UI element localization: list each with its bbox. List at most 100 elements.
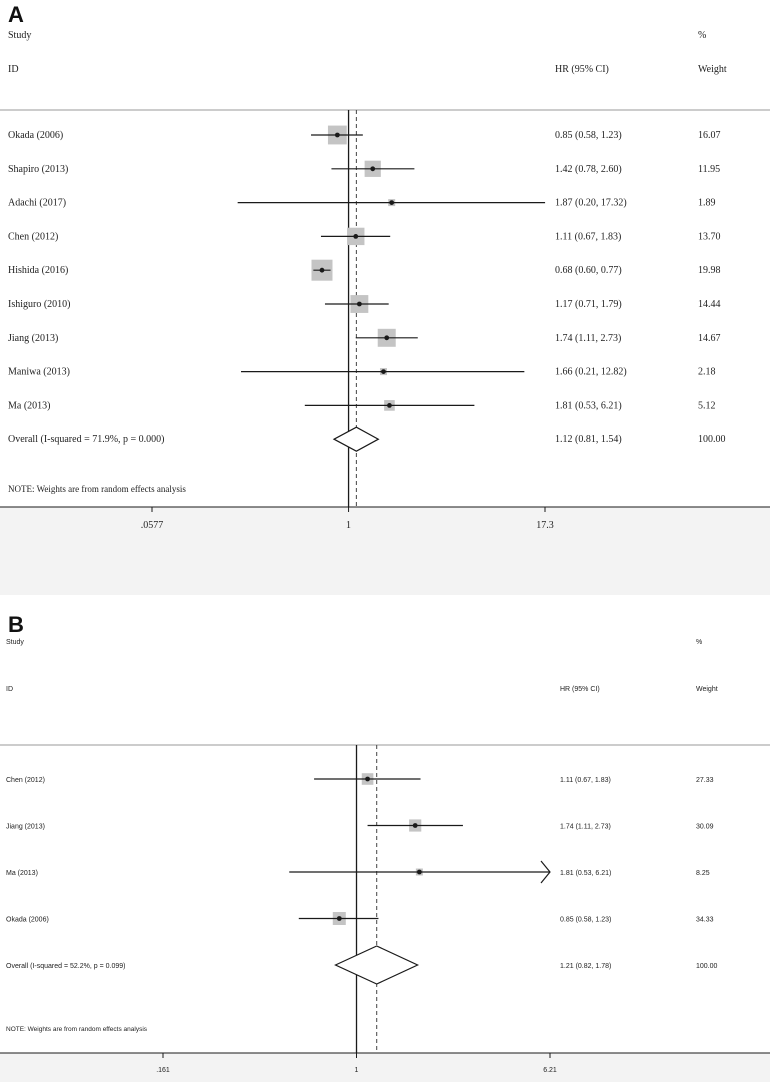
study-weight: 5.12 — [698, 400, 716, 411]
study-hr-ci: 0.68 (0.60, 0.77) — [555, 265, 622, 276]
study-hr-ci: 1.42 (0.78, 2.60) — [555, 164, 622, 175]
forest-panel-b: B Study ID HR (95% CI)% Weight .161 1 6.21 Chen … — [0, 612, 770, 1082]
study-hr-ci: 1.81 (0.53, 6.21) — [560, 870, 611, 877]
study-weight: 16.07 — [698, 130, 721, 141]
study-row: Ishiguro (2010) 1.17 (0.71, 1.79) 14.44 — [8, 295, 721, 313]
point-estimate — [416, 869, 422, 875]
header-study: Study — [8, 30, 31, 41]
study-weight: 30.09 — [696, 824, 714, 831]
study-hr-ci: 1.66 (0.21, 12.82) — [555, 367, 627, 378]
axis-band — [0, 507, 770, 595]
study-weight: 14.67 — [698, 333, 721, 344]
point-estimate — [353, 234, 359, 239]
study-hr-ci: 1.74 (1.11, 2.73) — [560, 824, 611, 831]
study-weight: 13.70 — [698, 231, 721, 242]
study-row: Shapiro (2013) 1.42 (0.78, 2.60) 11.95 — [8, 160, 720, 177]
overall-diamond — [334, 945, 420, 985]
point-estimate — [381, 369, 386, 374]
study-weight: 19.98 — [698, 265, 721, 276]
study-label: Shapiro (2013) — [8, 164, 68, 175]
study-hr-ci: 1.11 (0.67, 1.83) — [555, 231, 621, 242]
header-hr-ci: HR (95% CI) — [555, 64, 609, 75]
study-hr-ci: 1.17 (0.71, 1.79) — [555, 299, 622, 310]
point-estimate — [389, 200, 395, 206]
study-row: Okada (2006) 0.85 (0.58, 1.23) 34.33 — [6, 912, 714, 925]
study-hr-ci: 1.87 (0.20, 17.32) — [555, 198, 627, 209]
point-estimate — [356, 301, 362, 307]
study-label: Chen (2012) — [8, 231, 58, 242]
axis-tick-label: .161 — [156, 1067, 170, 1074]
study-label: Maniwa (2013) — [8, 367, 70, 378]
study-weight: 14.44 — [698, 299, 721, 310]
study-hr-ci: 1.74 (1.11, 2.73) — [555, 333, 621, 344]
header-percent: % — [696, 639, 702, 646]
header-id: ID — [6, 686, 13, 693]
overall-weight: 100.00 — [696, 963, 718, 970]
study-row: Jiang (2013) 1.74 (1.11, 2.73) 14.67 — [8, 328, 721, 347]
study-label: Ma (2013) — [8, 400, 51, 411]
point-estimate — [334, 132, 340, 138]
overall-row: Overall (I-squared = 71.9%, p = 0.000) 1.… — [8, 426, 726, 452]
point-estimate — [319, 267, 325, 273]
study-label: Adachi (2017) — [8, 198, 66, 209]
study-hr-ci: 0.85 (0.58, 1.23) — [560, 917, 611, 924]
axis-band — [0, 1053, 770, 1082]
study-hr-ci: 1.11 (0.67, 1.83) — [560, 777, 611, 784]
weights-note: NOTE: Weights are from random effects an… — [6, 1026, 148, 1033]
point-estimate — [370, 166, 376, 172]
study-weight: 1.89 — [698, 198, 716, 209]
study-label: Chen (2012) — [6, 777, 45, 784]
overall-hr-ci: 1.21 (0.82, 1.78) — [560, 963, 611, 970]
study-label: Ishiguro (2010) — [8, 299, 71, 310]
study-label: Okada (2006) — [8, 130, 63, 141]
axis-tick-label: 1 — [346, 520, 351, 531]
point-estimate — [336, 916, 342, 921]
forest-panel-a: A Study ID HR (95% CI)% Weight .0577 1 17.3 Okad… — [0, 2, 770, 595]
overall-row: Overall (I-squared = 52.2%, p = 0.099) 1.… — [6, 945, 718, 985]
axis-tick-label: 17.3 — [536, 520, 554, 531]
study-row: Jiang (2013) 1.74 (1.11, 2.73) 30.09 — [6, 819, 714, 832]
study-row: Okada (2006) 0.85 (0.58, 1.23) 16.07 — [8, 125, 721, 145]
study-weight: 27.33 — [696, 777, 714, 784]
study-row: Chen (2012) 1.11 (0.67, 1.83) 27.33 — [6, 773, 714, 785]
ci-arrow — [540, 860, 551, 884]
study-hr-ci: 0.85 (0.58, 1.23) — [555, 130, 622, 141]
overall-label: Overall (I-squared = 71.9%, p = 0.000) — [8, 434, 165, 445]
point-estimate — [365, 776, 370, 782]
study-row: Maniwa (2013) 1.66 (0.21, 12.82) 2.18 — [8, 367, 716, 378]
study-hr-ci: 1.81 (0.53, 6.21) — [555, 400, 622, 411]
overall-label: Overall (I-squared = 52.2%, p = 0.099) — [6, 963, 125, 970]
study-row: Adachi (2017) 1.87 (0.20, 17.32) 1.89 — [8, 198, 716, 209]
study-row: Ma (2013) 1.81 (0.53, 6.21) 8.25 — [6, 860, 710, 884]
study-row: Ma (2013) 1.81 (0.53, 6.21) 5.12 — [8, 400, 716, 411]
header-weight: Weight — [696, 686, 718, 693]
panel-label: A — [8, 2, 24, 27]
overall-hr-ci: 1.12 (0.81, 1.54) — [555, 434, 622, 445]
axis-tick-label: .0577 — [141, 520, 164, 531]
study-row: Chen (2012) 1.11 (0.67, 1.83) 13.70 — [8, 227, 721, 246]
study-label: Okada (2006) — [6, 917, 49, 924]
header-hr-ci: HR (95% CI) — [560, 686, 600, 693]
point-estimate — [412, 823, 418, 828]
axis-tick-label: 6.21 — [543, 1067, 557, 1074]
overall-diamond — [332, 426, 380, 452]
header-id: ID — [8, 64, 19, 75]
axis-tick-label: 1 — [355, 1067, 359, 1074]
weights-note: NOTE: Weights are from random effects an… — [8, 484, 186, 494]
study-weight: 8.25 — [696, 870, 710, 877]
study-weight: 34.33 — [696, 917, 714, 924]
header-study: Study — [6, 639, 24, 646]
study-label: Jiang (2013) — [8, 333, 58, 344]
point-estimate — [384, 335, 390, 341]
study-weight: 11.95 — [698, 164, 720, 175]
study-weight: 2.18 — [698, 367, 716, 378]
point-estimate — [387, 403, 392, 408]
header-weight: Weight — [698, 64, 727, 75]
overall-weight: 100.00 — [698, 434, 726, 445]
panel-label: B — [8, 612, 24, 637]
study-label: Ma (2013) — [6, 870, 38, 877]
study-label: Hishida (2016) — [8, 265, 68, 276]
study-label: Jiang (2013) — [6, 824, 45, 831]
header-percent: % — [698, 30, 706, 41]
